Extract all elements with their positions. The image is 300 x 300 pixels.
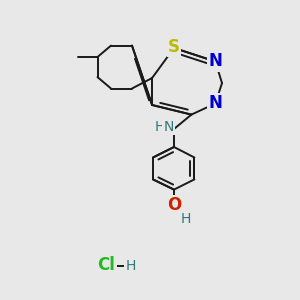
Text: O: O <box>167 196 181 214</box>
Text: H: H <box>180 212 190 226</box>
Text: H: H <box>125 259 136 272</box>
Text: Cl: Cl <box>98 256 116 274</box>
Text: H: H <box>154 120 165 134</box>
Text: N: N <box>208 52 222 70</box>
Text: N: N <box>164 120 174 134</box>
Text: N: N <box>208 94 222 112</box>
Text: S: S <box>168 38 180 56</box>
